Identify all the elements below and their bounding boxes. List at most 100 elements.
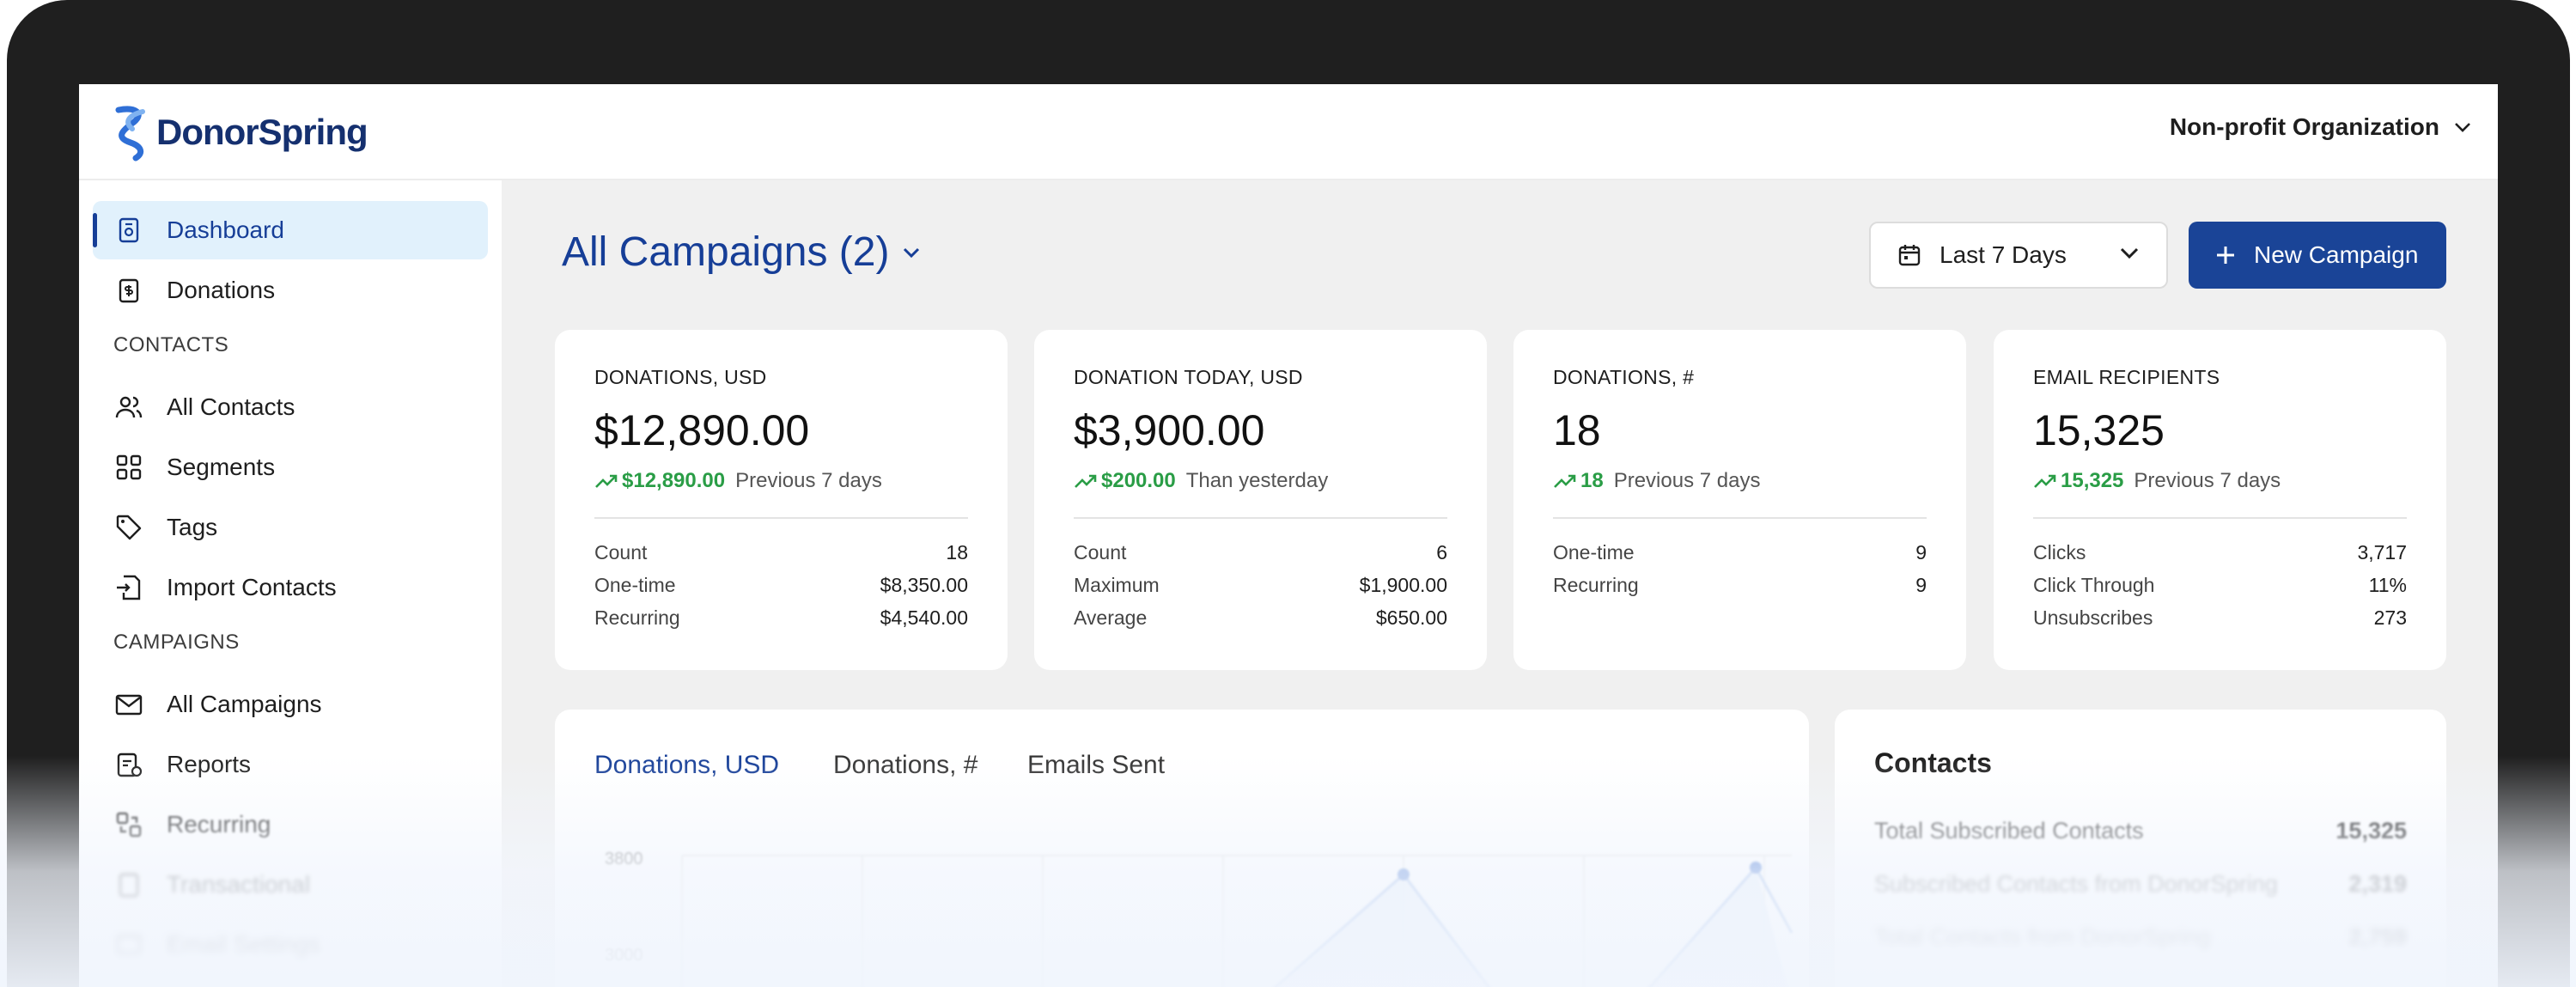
donations-line-chart: 3800 3000 xyxy=(605,850,1793,987)
card-change: 18 Previous 7 days xyxy=(1553,469,1760,493)
new-campaign-button[interactable]: New Campaign xyxy=(2189,222,2446,289)
import-icon xyxy=(117,575,141,600)
card-value: $12,890.00 xyxy=(594,406,810,454)
app-screen: DonorSpring Non-profit Organization Dash… xyxy=(79,84,2498,987)
plus-icon xyxy=(2217,247,2234,264)
stat-row: Clicks 3,717 xyxy=(2033,541,2407,564)
reports-icon xyxy=(117,752,143,777)
sidebar-item-label: Import Contacts xyxy=(167,574,337,600)
sidebar-item-label: Transactional xyxy=(167,871,311,898)
recurring-icon xyxy=(116,812,142,838)
sidebar-item-donations[interactable]: Donations xyxy=(93,261,488,320)
chevron-down-icon xyxy=(2120,247,2139,259)
stat-key: Recurring xyxy=(1553,574,1639,596)
stat-value: $1,900.00 xyxy=(1359,574,1447,596)
card-change: $12,890.00 Previous 7 days xyxy=(594,469,882,493)
stat-value: 18 xyxy=(946,541,968,564)
divider xyxy=(1074,517,1447,519)
calendar-icon xyxy=(1898,245,1921,266)
stat-value: 9 xyxy=(1915,541,1927,564)
stat-key: Click Through xyxy=(2033,574,2155,596)
brand-logo[interactable]: DonorSpring xyxy=(110,103,368,161)
contacts-row: Total Subscribed Contacts 15,325 xyxy=(1874,818,2407,844)
card-change: $200.00 Than yesterday xyxy=(1074,469,1328,493)
change-label: Previous 7 days xyxy=(2134,469,2281,492)
sidebar-item-all-contacts[interactable]: All Contacts xyxy=(93,378,488,436)
stat-value: 9 xyxy=(1915,574,1927,596)
chevron-down-icon xyxy=(2455,123,2470,132)
contacts-key: Subscribed Contacts from DonorSpring xyxy=(1874,871,2278,897)
sidebar-item-label: Reports xyxy=(167,751,252,777)
contacts-title: Contacts xyxy=(1874,747,1992,778)
trend-up-icon xyxy=(595,474,618,488)
stat-key: Average xyxy=(1074,606,1148,629)
laptop-bezel: DonorSpring Non-profit Organization Dash… xyxy=(7,0,2570,987)
card-value: 18 xyxy=(1553,406,1601,454)
stat-key: One-time xyxy=(594,574,676,596)
change-amount: 18 xyxy=(1580,469,1604,492)
date-range-label: Last 7 Days xyxy=(1940,241,2067,268)
y-tick-label: 3000 xyxy=(605,946,643,965)
trend-up-icon xyxy=(2034,474,2056,488)
top-bar: DonorSpring Non-profit Organization xyxy=(79,84,2498,180)
sidebar-item-label: Dashboard xyxy=(167,216,284,243)
organization-menu[interactable]: Non-profit Organization xyxy=(2170,113,2472,141)
chart-point xyxy=(1750,862,1762,874)
sidebar-item-label: All Contacts xyxy=(167,393,295,420)
stat-value: 6 xyxy=(1436,541,1447,564)
donations-icon xyxy=(119,278,139,303)
stat-key: Unsubscribes xyxy=(2033,606,2153,629)
stat-card-email-recipients: EMAIL RECIPIENTS 15,325 15,325 Previous … xyxy=(1994,330,2446,670)
trend-up-icon xyxy=(1075,474,1097,488)
stat-value: $8,350.00 xyxy=(880,574,968,596)
sidebar-item-import-contacts[interactable]: Import Contacts xyxy=(93,558,488,617)
stat-key: Clicks xyxy=(2033,541,2086,564)
card-title: DONATIONS, USD xyxy=(594,366,767,388)
change-amount: $200.00 xyxy=(1101,469,1176,492)
sidebar-item-tags[interactable]: Tags xyxy=(93,498,488,557)
stat-value: $4,540.00 xyxy=(880,606,968,629)
change-amount: $12,890.00 xyxy=(622,469,726,492)
email-settings-icon xyxy=(116,935,142,955)
logo-icon xyxy=(115,106,145,161)
card-change: 15,325 Previous 7 days xyxy=(2033,469,2281,493)
page-title: All Campaigns (2) xyxy=(562,229,890,275)
stat-row: Count 18 xyxy=(594,541,968,564)
tag-icon xyxy=(116,515,142,540)
sidebar-item-label: Donations xyxy=(167,277,276,303)
sidebar-item-label: Segments xyxy=(167,454,276,480)
sidebar-item-segments[interactable]: Segments xyxy=(93,438,488,497)
stat-key: Count xyxy=(1074,541,1127,564)
sidebar-item-transactional[interactable]: Transactional xyxy=(93,856,488,914)
campaign-selector[interactable]: All Campaigns (2) xyxy=(562,228,922,276)
stat-card-donations-usd: DONATIONS, USD $12,890.00 $12,890.00 Pre… xyxy=(555,330,1008,670)
section-heading-contacts: CONTACTS xyxy=(113,333,229,356)
contacts-row: Total Contacts from DonorSpring 2,759 xyxy=(1874,924,2407,951)
card-value: $3,900.00 xyxy=(1074,406,1265,454)
sidebar-item-all-campaigns[interactable]: All Campaigns xyxy=(93,675,488,734)
sidebar: Dashboard Donations CONTACTS All Contact… xyxy=(79,180,502,987)
stat-key: Recurring xyxy=(594,606,680,629)
sidebar-item-recurring[interactable]: Recurring xyxy=(93,795,488,854)
change-amount: 15,325 xyxy=(2061,469,2124,492)
stat-value: 3,717 xyxy=(2357,541,2407,564)
date-range-select[interactable]: Last 7 Days xyxy=(1869,222,2168,289)
stat-key: Count xyxy=(594,541,648,564)
organization-label: Non-profit Organization xyxy=(2169,113,2439,140)
sidebar-item-email-settings[interactable]: Email Settings xyxy=(93,916,488,974)
transactional-icon xyxy=(119,873,139,898)
sidebar-item-reports[interactable]: Reports xyxy=(93,735,488,794)
change-label: Than yesterday xyxy=(1185,469,1329,492)
chart-grid xyxy=(681,855,1792,987)
chevron-down-icon xyxy=(904,247,920,258)
new-campaign-label: New Campaign xyxy=(2254,241,2419,268)
contacts-value: 2,319 xyxy=(2348,871,2407,897)
stat-row: One-time $8,350.00 xyxy=(594,574,968,597)
contacts-key: Total Subscribed Contacts xyxy=(1874,818,2144,844)
stat-card-donations-count: DONATIONS, # 18 18 Previous 7 days One-t… xyxy=(1513,330,1966,670)
sidebar-item-dashboard[interactable]: Dashboard xyxy=(93,201,488,259)
contacts-row: Subscribed Contacts from DonorSpring 2,31… xyxy=(1874,871,2407,898)
stat-row: One-time 9 xyxy=(1553,541,1927,564)
chart-area xyxy=(1276,868,1788,987)
divider xyxy=(2033,517,2407,519)
